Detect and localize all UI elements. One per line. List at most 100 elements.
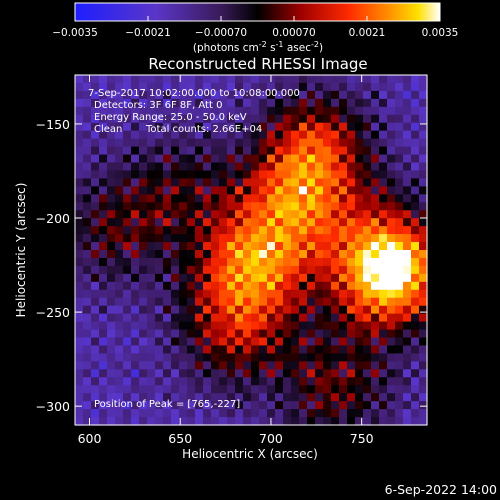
heatmap-pixel: [107, 297, 116, 307]
heatmap-pixel: [123, 210, 132, 219]
heatmap-pixel: [283, 313, 292, 323]
heatmap-pixel: [171, 353, 180, 362]
heatmap-pixel: [187, 393, 196, 402]
heatmap-pixel: [259, 178, 268, 187]
heatmap-pixel: [235, 417, 244, 426]
heatmap-pixel: [275, 257, 284, 267]
heatmap-pixel: [131, 385, 140, 394]
heatmap-pixel: [107, 122, 116, 132]
heatmap-pixel: [107, 114, 116, 124]
heatmap-pixel: [115, 178, 124, 187]
heatmap-pixel: [339, 82, 348, 92]
heatmap-pixel: [387, 154, 396, 164]
heatmap-pixel: [355, 265, 364, 275]
heatmap-pixel: [171, 218, 180, 227]
heatmap-pixel: [203, 289, 212, 299]
heatmap-pixel: [235, 321, 244, 331]
heatmap-pixel: [211, 417, 220, 426]
heatmap-pixel: [267, 353, 276, 362]
heatmap-pixel: [387, 170, 396, 179]
heatmap-pixel: [331, 170, 340, 179]
heatmap-pixel: [203, 226, 212, 235]
heatmap-pixel: [99, 210, 108, 219]
heatmap-pixel: [243, 257, 252, 267]
heatmap-pixel: [291, 345, 300, 354]
heatmap-pixel: [411, 146, 420, 156]
heatmap-pixel: [179, 226, 188, 235]
heatmap-pixel: [419, 401, 428, 410]
heatmap-pixel: [171, 385, 180, 394]
heatmap-pixel: [323, 130, 332, 140]
heatmap-pixel: [267, 146, 276, 156]
heatmap-pixel: [307, 337, 316, 347]
heatmap-pixel: [363, 75, 372, 84]
heatmap-pixel: [131, 202, 140, 211]
heatmap-pixel: [187, 106, 196, 116]
heatmap-pixel: [179, 234, 188, 243]
heatmap-pixel: [291, 226, 300, 235]
heatmap-pixel: [211, 385, 220, 394]
heatmap-pixel: [235, 226, 244, 235]
heatmap-pixel: [235, 106, 244, 116]
heatmap-pixel: [235, 242, 244, 251]
heatmap-pixel: [75, 377, 84, 386]
heatmap-pixel: [99, 170, 108, 179]
heatmap-pixel: [195, 409, 204, 418]
heatmap-pixel: [291, 146, 300, 156]
heatmap-pixel: [331, 122, 340, 132]
heatmap-pixel: [363, 329, 372, 339]
heatmap-pixel: [315, 377, 324, 386]
heatmap-pixel: [291, 178, 300, 187]
heatmap-pixel: [203, 401, 212, 410]
heatmap-pixel: [99, 361, 108, 370]
heatmap-pixel: [283, 369, 292, 378]
heatmap-pixel: [123, 337, 132, 347]
heatmap-pixel: [267, 130, 276, 140]
heatmap-pixel: [283, 82, 292, 92]
heatmap-pixel: [307, 257, 316, 267]
heatmap-pixel: [299, 329, 308, 339]
heatmap-pixel: [379, 417, 388, 426]
heatmap-pixel: [403, 257, 412, 267]
heatmap-pixel: [347, 313, 356, 323]
heatmap-pixel: [243, 178, 252, 187]
heatmap-pixel: [315, 210, 324, 219]
heatmap-pixel: [291, 122, 300, 132]
heatmap-pixel: [307, 313, 316, 323]
heatmap-pixel: [267, 257, 276, 267]
heatmap-pixel: [131, 393, 140, 402]
heatmap-pixel: [75, 114, 84, 124]
heatmap-pixel: [395, 130, 404, 140]
heatmap-pixel: [411, 353, 420, 362]
heatmap-pixel: [315, 305, 324, 315]
heatmap-pixel: [323, 313, 332, 323]
heatmap-pixel: [227, 210, 236, 219]
heatmap-pixel: [115, 361, 124, 370]
heatmap-pixel: [99, 226, 108, 235]
heatmap-pixel: [171, 178, 180, 187]
heatmap-pixel: [411, 257, 420, 267]
heatmap-pixel: [171, 90, 180, 100]
heatmap-pixel: [163, 257, 172, 267]
heatmap-pixel: [251, 146, 260, 156]
heatmap-pixel: [395, 361, 404, 370]
heatmap-pixel: [155, 202, 164, 211]
heatmap-pixel: [299, 409, 308, 418]
heatmap-pixel: [139, 313, 148, 323]
heatmap-pixel: [91, 202, 100, 211]
heatmap-pixel: [219, 409, 228, 418]
heatmap-pixel: [411, 138, 420, 148]
heatmap-pixel: [267, 98, 276, 108]
heatmap-pixel: [179, 353, 188, 362]
heatmap-pixel: [187, 82, 196, 92]
heatmap-pixel: [291, 202, 300, 211]
heatmap-pixel: [363, 98, 372, 108]
heatmap-pixel: [115, 138, 124, 148]
heatmap-pixel: [203, 90, 212, 100]
heatmap-pixel: [331, 162, 340, 172]
heatmap-pixel: [371, 218, 380, 227]
heatmap-pixel: [131, 353, 140, 362]
heatmap-pixel: [187, 226, 196, 235]
heatmap-pixel: [267, 242, 276, 251]
heatmap-pixel: [107, 90, 116, 100]
